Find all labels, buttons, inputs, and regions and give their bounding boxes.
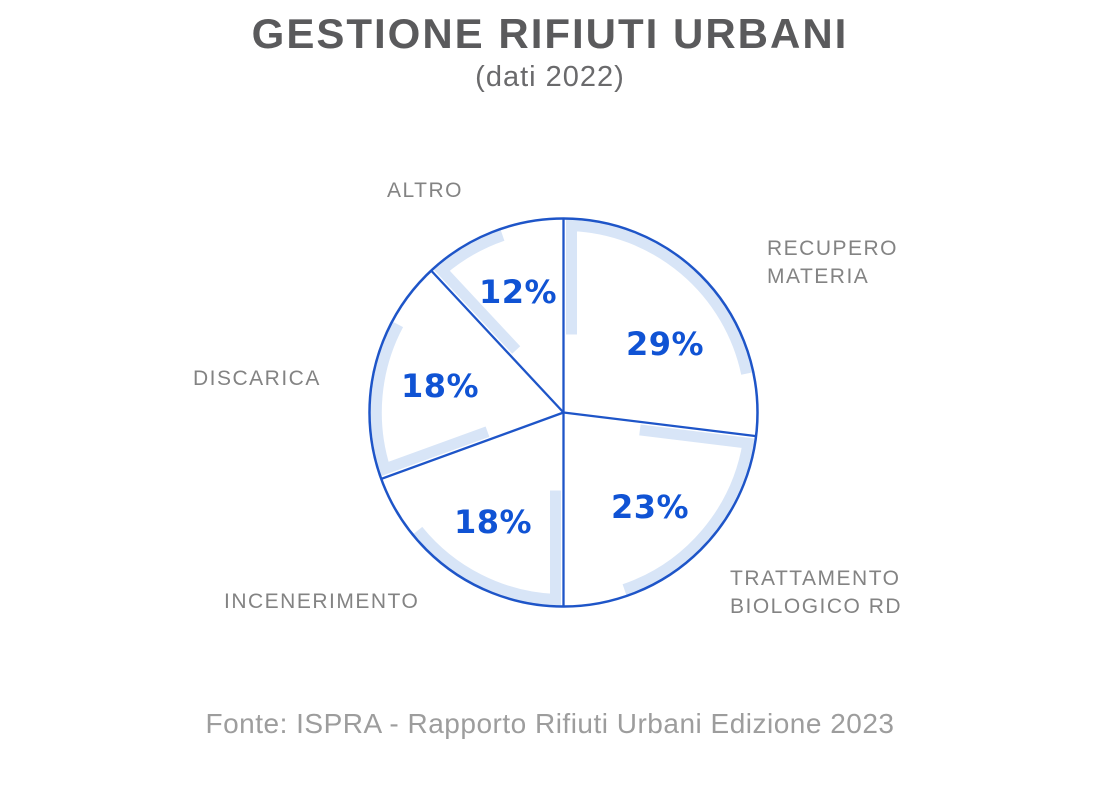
slice-divider-discarica (380, 411, 564, 480)
slice-label-line: ALTRO (387, 179, 463, 202)
slice-label-altro: ALTRO (387, 177, 463, 205)
slice-highlight-discarica (370, 322, 490, 477)
slice-highlight-incenerimento (413, 490, 561, 606)
slice-highlight-altro (433, 230, 521, 354)
slice-label-line: DISCARICA (193, 367, 321, 390)
slice-percent-recupero-materia: 29% (625, 325, 705, 363)
slice-label-line: BIOLOGICO RD (730, 595, 903, 618)
slice-divider-altro (430, 269, 565, 414)
slice-percent-incenerimento: 18% (453, 503, 533, 541)
slice-label-line: MATERIA (767, 265, 870, 288)
slice-label-line: RECUPERO (767, 237, 899, 260)
slice-label-recupero-materia: RECUPERO MATERIA (767, 235, 898, 291)
slice-label-line: TRATTAMENTO (730, 567, 901, 590)
slice-highlight-trattamento-biologico-rd (622, 424, 755, 595)
slice-percent-trattamento-biologico-rd: 23% (610, 488, 690, 526)
slice-label-incenerimento: INCENERIMENTO (224, 588, 419, 616)
chart-subtitle: (dati 2022) (475, 61, 625, 93)
source-note: Fonte: ISPRA - Rapporto Rifiuti Urbani E… (205, 708, 895, 739)
slice-percent-discarica: 18% (400, 367, 480, 405)
slice-label-trattamento-biologico-rd: TRATTAMENTO BIOLOGICO RD (730, 565, 902, 621)
slice-highlight-recupero-materia (566, 219, 752, 375)
chart-title: GESTIONE RIFIUTI URBANI (251, 10, 849, 57)
slice-percent-altro: 12% (478, 273, 558, 311)
slice-label-line: INCENERIMENTO (224, 590, 420, 613)
slice-label-discarica: DISCARICA (193, 365, 321, 393)
slice-divider-trattamento-biologico-rd (563, 411, 757, 438)
